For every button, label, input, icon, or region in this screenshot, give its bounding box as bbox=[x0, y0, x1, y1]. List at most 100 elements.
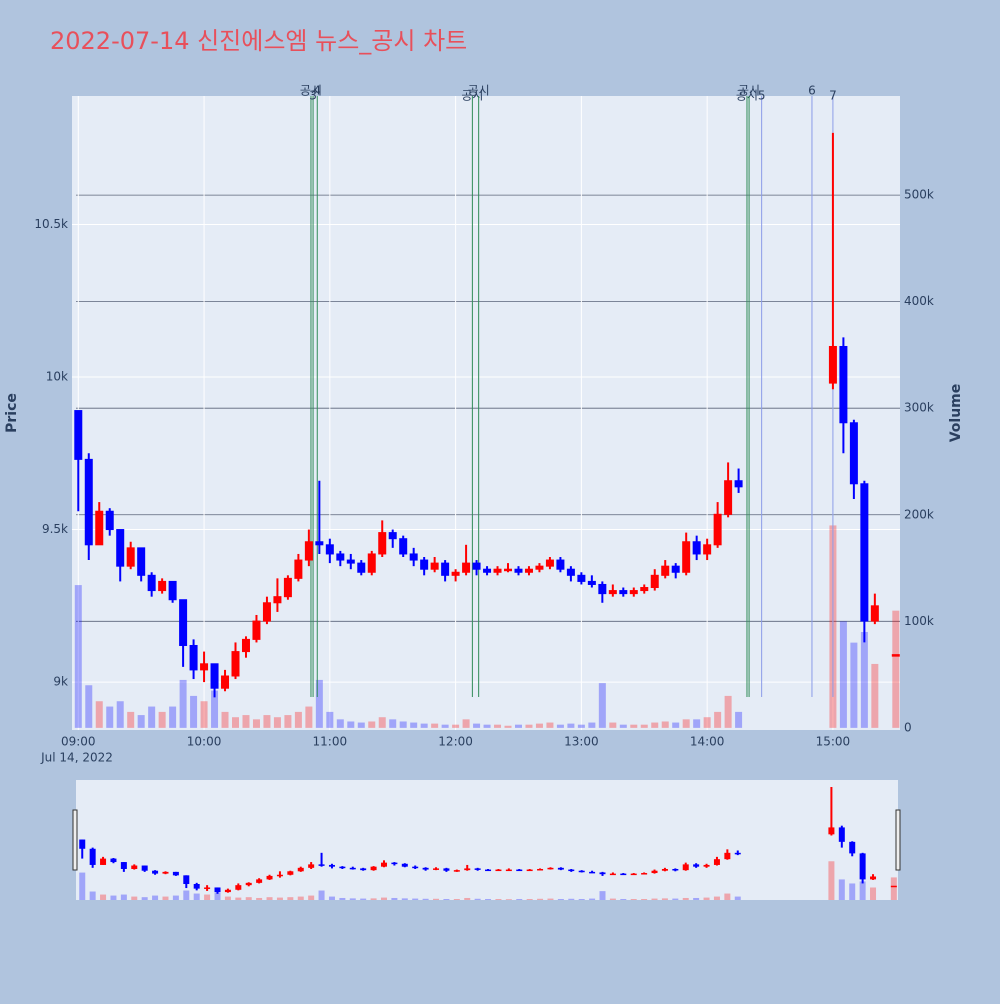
mini-volume-bar bbox=[547, 898, 554, 900]
mini-volume-bar bbox=[412, 898, 419, 900]
volume-bar bbox=[525, 724, 533, 728]
volume-bar bbox=[567, 723, 575, 728]
candle-body bbox=[587, 580, 596, 585]
mini-volume-bar bbox=[485, 898, 492, 900]
mini-volume-bar bbox=[100, 894, 107, 900]
candle-body bbox=[378, 532, 387, 555]
mini-candle-body bbox=[661, 868, 668, 871]
mini-candle-body bbox=[391, 862, 398, 865]
volume-bar bbox=[221, 711, 229, 728]
candle-body bbox=[126, 547, 135, 567]
volume-bar bbox=[431, 723, 439, 728]
x-tick-label: 12:00 bbox=[438, 735, 473, 749]
x-tick-label: 13:00 bbox=[564, 735, 599, 749]
mini-volume-bar bbox=[713, 896, 720, 900]
candle-body bbox=[346, 559, 355, 564]
slider-handle bbox=[72, 809, 78, 871]
candle-body bbox=[472, 562, 481, 570]
mini-candle-body bbox=[453, 870, 460, 872]
volume-bar bbox=[473, 723, 481, 728]
mini-volume-bar bbox=[589, 898, 596, 900]
x-tick-label: 14:00 bbox=[690, 735, 725, 749]
annotation-label: 공시 bbox=[738, 84, 760, 98]
mini-volume-bar bbox=[557, 898, 564, 900]
candle-body bbox=[891, 654, 900, 657]
candle-body bbox=[273, 596, 282, 604]
mini-volume-bar bbox=[453, 898, 460, 900]
mini-candle-body bbox=[443, 868, 450, 871]
mini-candle-body bbox=[537, 868, 544, 871]
mini-candle-body bbox=[297, 867, 304, 872]
mini-volume-bar bbox=[599, 891, 606, 900]
mini-volume-bar bbox=[474, 898, 481, 900]
mini-volume-bar bbox=[266, 897, 273, 900]
candle-body bbox=[116, 529, 125, 567]
candle-body bbox=[661, 565, 670, 576]
candle-body bbox=[870, 605, 879, 622]
candle-body bbox=[839, 345, 848, 424]
mini-candle-body bbox=[172, 871, 179, 876]
mini-candle-body bbox=[339, 866, 346, 869]
mini-candle-body bbox=[100, 858, 107, 865]
mini-volume-bar bbox=[516, 898, 523, 900]
volume-bar bbox=[452, 724, 460, 728]
mini-volume-bar bbox=[838, 879, 845, 900]
mini-volume-bar bbox=[204, 894, 211, 900]
candle-body bbox=[430, 562, 439, 570]
candle-body bbox=[231, 651, 240, 677]
mini-candle-body bbox=[380, 862, 387, 867]
mini-candle-body bbox=[485, 869, 492, 872]
mini-candle-body bbox=[89, 848, 96, 865]
mini-candle-body bbox=[464, 868, 471, 871]
mini-volume-bar bbox=[380, 897, 387, 900]
volume-bar bbox=[682, 719, 690, 728]
mini-volume-bar bbox=[287, 897, 294, 900]
mini-volume-bar bbox=[578, 898, 585, 900]
mini-candle-body bbox=[224, 889, 231, 893]
mini-candle-body bbox=[318, 864, 325, 866]
mini-volume-bar bbox=[693, 897, 700, 900]
volume-bar bbox=[179, 679, 187, 728]
y2-tick-label: 100k bbox=[904, 614, 934, 628]
candle-body bbox=[483, 568, 492, 573]
y2-tick-label: 0 bbox=[904, 720, 912, 734]
volume-bar bbox=[232, 717, 240, 728]
volume-bar bbox=[577, 724, 585, 728]
mini-volume-bar bbox=[120, 894, 127, 900]
annotation-label: 공시 bbox=[300, 84, 322, 98]
mini-candle-body bbox=[713, 859, 720, 865]
volume-bar bbox=[556, 724, 564, 728]
candle-body bbox=[325, 544, 334, 555]
mini-candle-body bbox=[599, 872, 606, 875]
candle-body bbox=[556, 559, 565, 570]
volume-bar bbox=[420, 723, 428, 728]
volume-bar bbox=[661, 721, 669, 728]
mini-candle-body bbox=[589, 871, 596, 874]
volume-bar bbox=[242, 715, 250, 728]
candle-body bbox=[451, 571, 460, 576]
mini-volume-bar bbox=[391, 897, 398, 900]
mini-volume-bar bbox=[256, 897, 263, 900]
mini-candle-body bbox=[828, 827, 835, 835]
mini-candle-body bbox=[308, 864, 315, 868]
candle-body bbox=[137, 547, 146, 576]
mini-candle-body bbox=[620, 873, 627, 876]
mini-volume-bar bbox=[360, 898, 367, 900]
annotation-label: 공시 bbox=[736, 89, 758, 103]
candle-body bbox=[734, 480, 743, 488]
candle-body bbox=[147, 574, 156, 592]
mini-candle-body bbox=[110, 858, 117, 863]
x-tick-label: 09:00 bbox=[61, 735, 96, 749]
candle-body bbox=[262, 602, 271, 622]
volume-bar bbox=[462, 719, 470, 728]
candle-body bbox=[74, 410, 83, 460]
candle-body bbox=[241, 638, 250, 653]
mini-candle-body bbox=[703, 864, 710, 867]
annotation-label: 5 bbox=[758, 89, 766, 103]
mini-volume-bar bbox=[433, 898, 440, 900]
volume-bar bbox=[284, 715, 292, 728]
candle-body bbox=[105, 510, 114, 531]
mini-candle-body bbox=[412, 866, 419, 869]
candle-body bbox=[608, 590, 617, 595]
mini-candle-body bbox=[557, 867, 564, 870]
